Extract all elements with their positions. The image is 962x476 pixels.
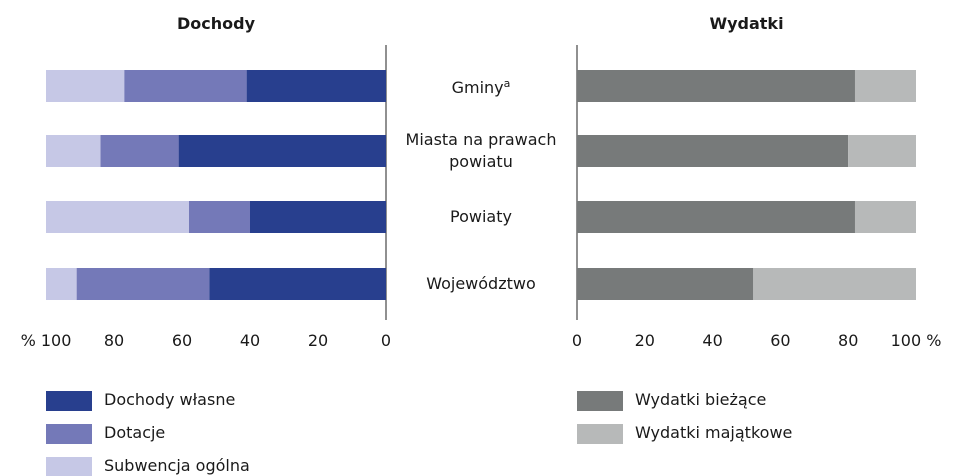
bar xyxy=(246,70,386,102)
legend-label: Wydatki bieżące xyxy=(635,390,767,409)
legend-swatch xyxy=(577,391,623,411)
legend-label: Dochody własne xyxy=(104,390,236,409)
category-label: Gminya xyxy=(391,73,571,99)
category-label: Powiaty xyxy=(391,206,571,228)
category-text: Miasta na prawach powiatu xyxy=(405,130,557,171)
bar xyxy=(854,70,916,102)
legend-swatch xyxy=(46,457,92,476)
bar xyxy=(577,201,855,233)
x-tick-label: 80 xyxy=(103,331,125,350)
category-label: Miasta na prawach powiatu xyxy=(391,129,571,173)
bar xyxy=(577,268,754,300)
x-tick-label: 40 xyxy=(702,331,723,350)
category-label: Województwo xyxy=(391,273,571,295)
bar xyxy=(100,135,179,167)
bar xyxy=(188,201,250,233)
bar xyxy=(209,268,386,300)
x-tick-label: % 100 xyxy=(20,331,72,350)
bar xyxy=(178,135,386,167)
x-tick-label: 80 xyxy=(838,331,859,350)
bar xyxy=(46,135,101,167)
chart-title: Dochody xyxy=(176,14,256,33)
x-tick-label: 60 xyxy=(770,331,791,350)
x-tick-label: 0 xyxy=(571,331,583,350)
bar xyxy=(46,70,125,102)
x-tick-label: 100 % xyxy=(890,331,942,350)
bar xyxy=(124,70,247,102)
x-tick-label: 40 xyxy=(239,331,261,350)
bar xyxy=(577,70,855,102)
footnote-marker: a xyxy=(503,77,511,90)
bar xyxy=(854,201,916,233)
x-tick-label: 20 xyxy=(307,331,329,350)
legend-swatch xyxy=(46,424,92,444)
legend-label: Dotacje xyxy=(104,423,166,442)
category-text: Powiaty xyxy=(450,207,512,226)
bar xyxy=(76,268,210,300)
category-text: Województwo xyxy=(426,274,536,293)
legend-swatch xyxy=(577,424,623,444)
legend-label: Wydatki majątkowe xyxy=(635,423,793,442)
bar xyxy=(753,268,916,300)
legend-swatch xyxy=(46,391,92,411)
x-tick-label: 60 xyxy=(171,331,193,350)
x-tick-label: 20 xyxy=(634,331,655,350)
category-text: Gminy xyxy=(451,78,504,97)
bar xyxy=(577,135,849,167)
bar xyxy=(46,201,189,233)
bar xyxy=(250,201,386,233)
bar xyxy=(848,135,916,167)
bar xyxy=(46,268,77,300)
chart-title: Wydatki xyxy=(709,14,784,33)
legend-label: Subwencja ogólna xyxy=(104,456,250,475)
x-tick-label: 0 xyxy=(380,331,392,350)
